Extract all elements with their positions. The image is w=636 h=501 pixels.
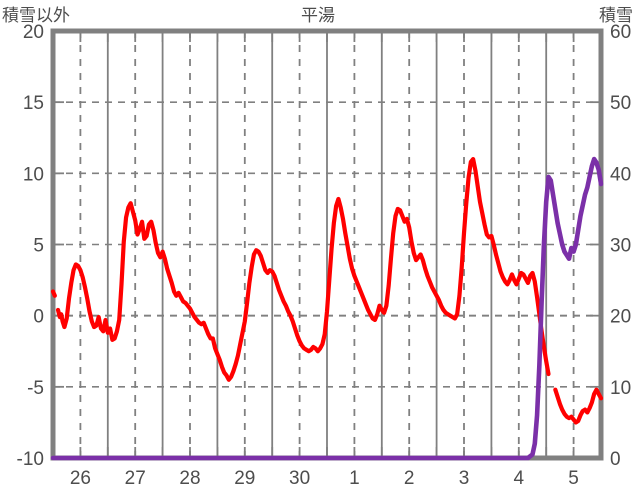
left-axis-tick-label: -10 (17, 449, 44, 470)
x-axis-tick-label: 26 (70, 468, 91, 489)
left-axis-tick-label: 20 (23, 22, 44, 43)
right-axis-tick-label: 30 (610, 236, 631, 257)
x-axis-tick-label: 3 (459, 468, 470, 489)
right-axis-tick-label: 50 (610, 93, 631, 114)
right-axis-tick-label: 20 (610, 307, 631, 328)
x-axis-tick-label: 27 (125, 468, 146, 489)
left-axis-tick-label: 15 (23, 93, 44, 114)
series-line-1 (553, 387, 604, 425)
right-axis-tick-label: 40 (610, 164, 631, 185)
left-axis-labels: 20 15 10 5 0 -5 -10 (17, 22, 44, 470)
x-axis-tick-label: 1 (349, 468, 360, 489)
left-axis-title: 積雪以外 (2, 6, 70, 25)
series-line-1 (50, 289, 57, 298)
left-axis-tick-label: -5 (27, 378, 44, 399)
left-axis-tick-label: 10 (23, 164, 44, 185)
x-axis-tick-label: 30 (289, 468, 310, 489)
x-axis-labels: 26 27 28 29 30 1 2 3 4 5 (70, 468, 579, 489)
x-axis-tick-label: 2 (404, 468, 415, 489)
left-axis-tick-label: 0 (33, 307, 44, 328)
right-axis-title: 積雪 (599, 6, 633, 25)
x-axis-tick-label: 4 (514, 468, 525, 489)
x-axis-tick-label: 5 (568, 468, 579, 489)
right-axis-tick-label: 10 (610, 378, 631, 399)
series-line-2 (50, 156, 604, 461)
right-axis-labels: 60 50 40 30 20 10 0 (610, 22, 631, 470)
data-series (50, 156, 604, 461)
series-line-1 (55, 157, 551, 382)
right-axis-tick-label: 0 (610, 449, 621, 470)
axis-ticks (52, 30, 602, 459)
right-axis-tick-label: 60 (610, 22, 631, 43)
gridlines (53, 31, 601, 458)
left-axis-tick-label: 5 (33, 236, 44, 257)
page-title: 平湯 (301, 6, 335, 25)
x-axis-tick-label: 28 (179, 468, 200, 489)
x-axis-tick-label: 29 (234, 468, 255, 489)
